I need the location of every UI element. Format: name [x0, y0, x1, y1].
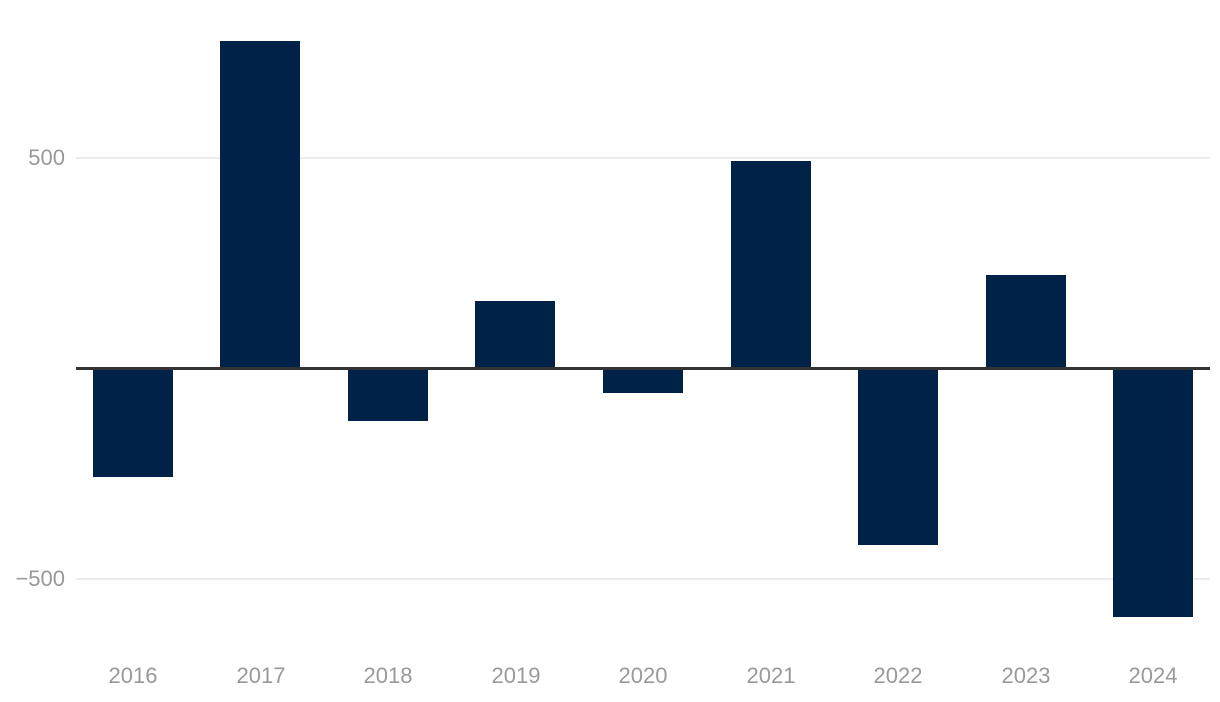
x-tick-label-2019: 2019 — [491, 663, 541, 688]
bar-2019 — [475, 301, 555, 368]
y-tick-label--500: −500 — [15, 566, 65, 591]
x-tick-label-2022: 2022 — [873, 663, 923, 688]
bar-2024 — [1113, 370, 1193, 617]
bar-2017 — [220, 41, 300, 368]
x-tick-label-2017: 2017 — [236, 663, 286, 688]
x-tick-label-2016: 2016 — [108, 663, 158, 688]
y-tick-label-500: 500 — [28, 145, 65, 170]
bar-2016 — [93, 370, 173, 477]
zero-axis-line — [76, 367, 1210, 370]
bar-2018 — [348, 370, 428, 421]
y-gridline--500 — [76, 578, 1210, 580]
x-tick-label-2021: 2021 — [746, 663, 796, 688]
bar-2022 — [858, 370, 938, 545]
x-tick-label-2023: 2023 — [1001, 663, 1051, 688]
x-tick-label-2018: 2018 — [363, 663, 413, 688]
x-tick-label-2020: 2020 — [618, 663, 668, 688]
x-tick-label-2024: 2024 — [1128, 663, 1178, 688]
bar-2023 — [986, 275, 1066, 368]
bar-2020 — [603, 370, 683, 393]
bar-2021 — [731, 161, 811, 368]
y-gridline-500 — [76, 157, 1210, 159]
